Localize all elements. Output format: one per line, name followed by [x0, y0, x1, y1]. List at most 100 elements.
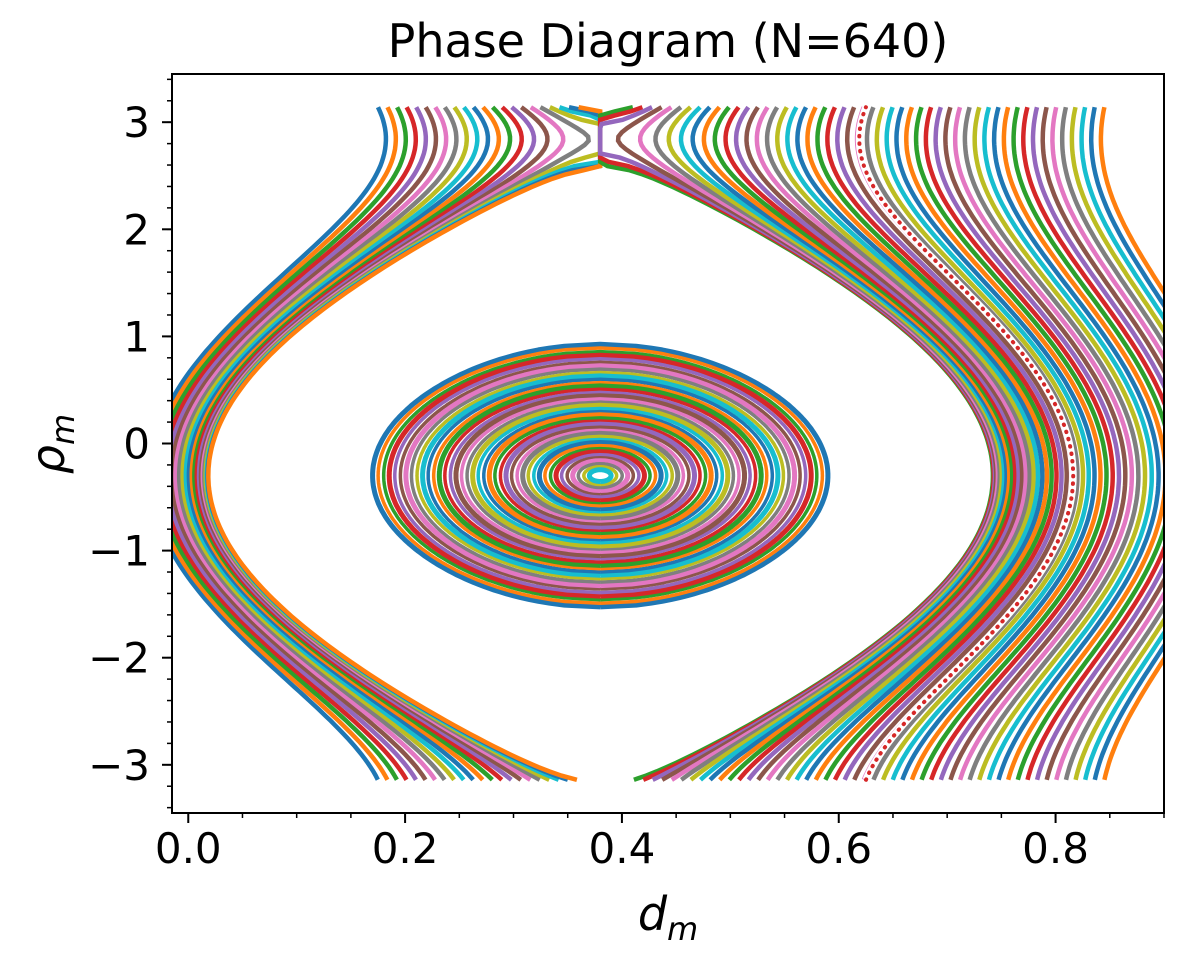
open-orbit-right [805, 106, 1050, 781]
open-orbit-right [825, 106, 1059, 781]
closed-orbit [576, 461, 624, 490]
closed-orbit [393, 356, 808, 595]
open-orbit-right [754, 106, 1029, 782]
closed-orbit [448, 390, 752, 561]
closed-orbit [415, 370, 786, 581]
closed-orbit [476, 406, 725, 545]
open-orbit-right [815, 106, 1054, 781]
open-orbit-right [835, 106, 1064, 781]
closed-orbit [570, 458, 631, 493]
open-orbit-right [913, 106, 1109, 781]
y-axis-label: ρm [21, 414, 82, 474]
open-orbit-left [172, 106, 439, 782]
y-tick-label: 1 [123, 312, 150, 361]
closed-orbit [582, 464, 619, 487]
x-tick-label: 0.2 [372, 824, 439, 873]
y-tick-label: −2 [88, 634, 150, 683]
closed-orbit [493, 416, 708, 536]
closed-orbit [420, 373, 781, 578]
open-orbit-right [733, 105, 1021, 782]
open-orbit-right [1059, 106, 1164, 781]
open-orbit-right [1011, 106, 1164, 781]
open-orbit-right [678, 105, 1007, 782]
x-tick-label: 0.4 [589, 824, 656, 873]
closed-orbit [536, 440, 664, 512]
y-tick-label: 0 [123, 420, 150, 469]
orbit-layer [172, 104, 1164, 782]
closed-orbit [443, 387, 758, 564]
y-tick-label: 3 [123, 98, 150, 147]
closed-orbit [381, 349, 819, 602]
open-orbit-right [764, 106, 1032, 782]
open-orbit-right [690, 105, 1009, 782]
open-orbit-right [1021, 106, 1164, 781]
closed-orbit [515, 428, 686, 523]
open-orbit-left [172, 106, 389, 781]
closed-orbit [398, 360, 802, 591]
closed-orbit [386, 352, 814, 599]
axes-layer: 0.0 0.2 0.4 0.6 0.8 −3 −2 −1 0 1 2 3 [88, 78, 1165, 873]
open-orbit-right [874, 106, 1086, 781]
open-orbit-right [943, 106, 1128, 781]
open-orbit-right [884, 106, 1091, 781]
closed-orbit [586, 467, 614, 484]
closed-orbit [436, 383, 764, 568]
closed-orbit [470, 402, 731, 549]
closed-orbit [559, 452, 641, 499]
open-orbit-right [775, 106, 1036, 781]
open-orbit-right [744, 105, 1025, 782]
open-orbit-right [991, 106, 1161, 781]
x-tick-label: 0.8 [1022, 824, 1089, 873]
y-tick-label: 2 [123, 205, 150, 254]
open-orbit-right [1001, 106, 1164, 781]
open-orbit-right [785, 106, 1041, 781]
open-orbit-right [904, 106, 1103, 781]
closed-orbit [543, 443, 658, 508]
open-orbit-right [844, 106, 1069, 781]
closed-orbit [503, 421, 697, 530]
y-tick-label: −3 [88, 741, 150, 790]
closed-orbit [431, 380, 769, 571]
closed-orbit [526, 434, 674, 517]
open-orbit-left [176, 105, 459, 782]
closed-orbit [498, 419, 702, 532]
closed-orbit [459, 397, 741, 555]
open-orbit-right [723, 105, 1018, 782]
open-orbit-right [933, 106, 1122, 781]
open-orbit-right [894, 106, 1097, 781]
open-orbit-right [795, 106, 1045, 781]
open-orbit-right [923, 106, 1115, 781]
open-orbit-right [864, 106, 1080, 781]
chart-title: Phase Diagram (N=640) [388, 14, 949, 68]
closed-orbit [565, 455, 636, 496]
open-orbit-left [172, 106, 409, 781]
closed-orbit [532, 437, 669, 514]
open-orbit-right [1088, 106, 1164, 781]
closed-orbit [509, 425, 691, 526]
open-orbit-left [173, 106, 449, 782]
closed-orbit [370, 341, 831, 610]
closed-orbit [486, 412, 714, 539]
closed-orbit [403, 363, 798, 589]
open-orbit-left [206, 104, 603, 782]
open-orbit-left [183, 105, 480, 782]
open-orbit-right [701, 105, 1012, 782]
x-axis-label: dm [638, 887, 698, 948]
closed-orbit [520, 430, 681, 521]
open-orbit-right [962, 106, 1141, 781]
open-orbit-right [1030, 106, 1164, 781]
closed-orbit [376, 346, 825, 606]
open-orbit-right [712, 105, 1015, 782]
open-orbit-left [172, 106, 399, 781]
closed-orbit [426, 377, 775, 574]
open-orbit-right [1069, 106, 1164, 781]
highlighted-orbit-halo [855, 105, 1077, 782]
closed-orbit [482, 409, 719, 542]
closed-orbit [465, 400, 736, 551]
open-orbit-right [1098, 106, 1164, 781]
x-tick-label: 0.0 [155, 824, 222, 873]
open-orbit-left [172, 106, 429, 781]
open-orbit-right [1079, 106, 1164, 781]
closed-orbit [453, 393, 747, 559]
